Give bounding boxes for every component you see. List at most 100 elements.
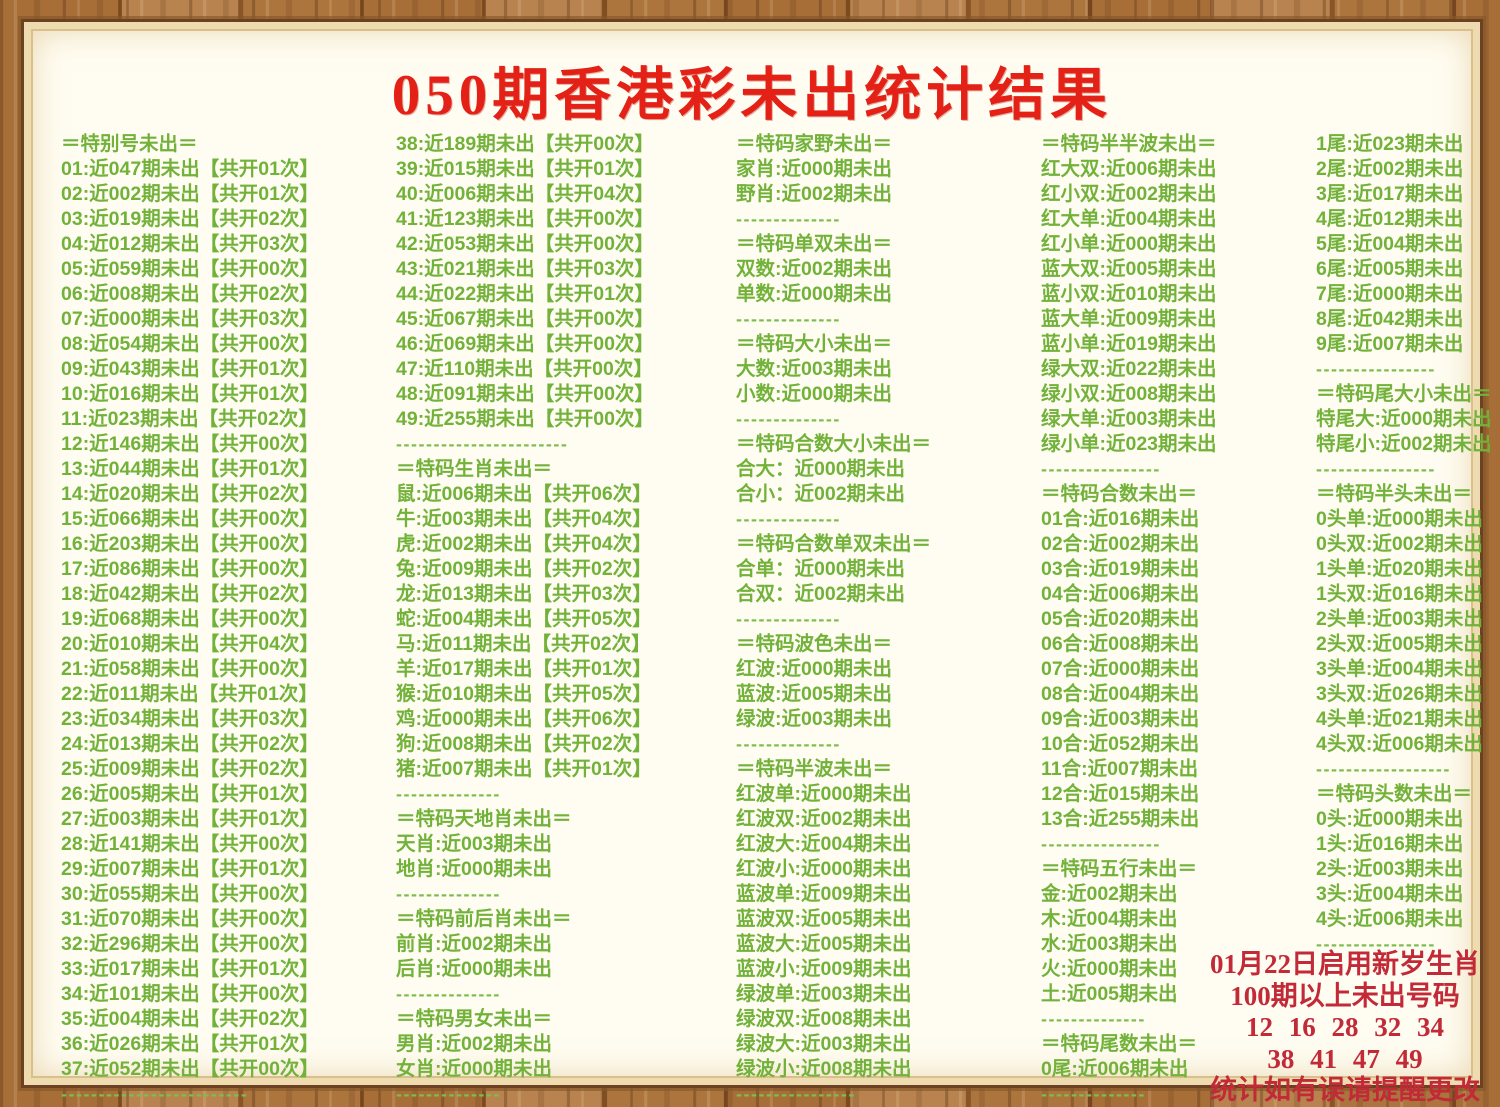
- stat-line: 蓝波双:近005期未出: [736, 908, 912, 930]
- stat-line: 绿波双:近008期未出: [736, 1008, 912, 1030]
- stat-line: 28:近141期未出【共开00次】: [61, 833, 319, 855]
- stat-line: 女肖:近000期未出: [396, 1058, 553, 1080]
- stat-line: 土:近005期未出: [1041, 983, 1178, 1005]
- stat-line: 合小：近002期未出: [736, 483, 906, 505]
- footer-note-line: 38 41 47 49: [1267, 1043, 1423, 1074]
- section-header: ＝特码前后肖未出＝: [396, 908, 572, 930]
- section-header: ＝特码生肖未出＝: [396, 458, 553, 480]
- stat-line: 0头单:近000期未出: [1316, 508, 1483, 530]
- stat-line: 4头:近006期未出: [1316, 908, 1464, 930]
- stats-column-special-01-37: ＝特别号未出＝ 01:近047期未出【共开01次】 02:近002期未出【共开01次…: [61, 132, 319, 1107]
- stat-line: 45:近067期未出【共开00次】: [396, 308, 654, 330]
- stat-line: 42:近053期未出【共开00次】: [396, 233, 654, 255]
- stat-line: 08:近054期未出【共开00次】: [61, 333, 319, 355]
- stat-line: 07:近000期未出【共开03次】: [61, 308, 319, 330]
- section-header: ＝特码合数未出＝: [1041, 483, 1198, 505]
- stat-line: 0尾:近006期未出: [1041, 1058, 1189, 1080]
- stat-line: 金:近002期未出: [1041, 883, 1178, 905]
- separator-line: ----------------: [736, 1084, 856, 1104]
- stat-line: 37:近052期未出【共开00次】: [61, 1058, 319, 1080]
- section-header: ＝特码男女未出＝: [396, 1008, 553, 1030]
- stat-line: 19:近068期未出【共开00次】: [61, 608, 319, 630]
- separator-line: ------------------: [1316, 759, 1451, 779]
- stat-line: 05:近059期未出【共开00次】: [61, 258, 319, 280]
- stat-line: 火:近000期未出: [1041, 958, 1178, 980]
- stat-line: 狗:近008期未出【共开02次】: [396, 733, 652, 755]
- content-panel: 050期香港彩未出统计结果 ＝特别号未出＝ 01:近047期未出【共开01次】 02…: [21, 19, 1492, 1105]
- stat-line: 红波大:近004期未出: [736, 833, 912, 855]
- stat-line: 34:近101期未出【共开00次】: [61, 983, 319, 1005]
- stat-line: 红波:近000期未出: [736, 658, 893, 680]
- separator-line: --------------: [736, 609, 841, 629]
- separator-line: ----------------: [1316, 459, 1436, 479]
- stat-line: 猪:近007期未出【共开01次】: [396, 758, 652, 780]
- stat-line: 蓝波:近005期未出: [736, 683, 893, 705]
- stat-line: 红大单:近004期未出: [1041, 208, 1217, 230]
- stat-line: 1头:近016期未出: [1316, 833, 1464, 855]
- stat-line: 16:近203期未出【共开00次】: [61, 533, 319, 555]
- stat-line: 04:近012期未出【共开03次】: [61, 233, 319, 255]
- section-header: ＝特别号未出＝: [61, 133, 198, 155]
- stat-line: 2头双:近005期未出: [1316, 633, 1483, 655]
- stat-line: 35:近004期未出【共开02次】: [61, 1008, 319, 1030]
- section-header: ＝特码半半波未出＝: [1041, 133, 1217, 155]
- section-header: ＝特码五行未出＝: [1041, 858, 1198, 880]
- stat-line: 41:近123期未出【共开00次】: [396, 208, 654, 230]
- stat-line: 蛇:近004期未出【共开05次】: [396, 608, 652, 630]
- section-header: ＝特码半波未出＝: [736, 758, 893, 780]
- section-header: ＝特码单双未出＝: [736, 233, 893, 255]
- stat-line: 44:近022期未出【共开01次】: [396, 283, 654, 305]
- stat-line: 鸡:近000期未出【共开06次】: [396, 708, 652, 730]
- section-header: ＝特码合数单双未出＝: [736, 533, 932, 555]
- stat-line: 23:近034期未出【共开03次】: [61, 708, 319, 730]
- stat-line: 17:近086期未出【共开00次】: [61, 558, 319, 580]
- stat-line: 红波单:近000期未出: [736, 783, 912, 805]
- stat-line: 32:近296期未出【共开00次】: [61, 933, 319, 955]
- stat-line: 合单：近000期未出: [736, 558, 906, 580]
- stat-line: 3头单:近004期未出: [1316, 658, 1483, 680]
- separator-line: -----------------------: [396, 434, 569, 454]
- separator-line: --------------: [736, 409, 841, 429]
- stat-line: 10:近016期未出【共开01次】: [61, 383, 319, 405]
- stat-line: 牛:近003期未出【共开04次】: [396, 508, 652, 530]
- stat-line: 大数:近003期未出: [736, 358, 893, 380]
- stat-line: 双数:近002期未出: [736, 258, 893, 280]
- stat-line: 家肖:近000期未出: [736, 158, 893, 180]
- stat-line: 06:近008期未出【共开02次】: [61, 283, 319, 305]
- stat-line: 18:近042期未出【共开02次】: [61, 583, 319, 605]
- stat-line: 4尾:近012期未出: [1316, 208, 1464, 230]
- separator-line: --------------: [736, 509, 841, 529]
- section-header: ＝特码家野未出＝: [736, 133, 893, 155]
- stat-line: 后肖:近000期未出: [396, 958, 553, 980]
- stat-line: 07合:近000期未出: [1041, 658, 1200, 680]
- stat-line: 0头:近000期未出: [1316, 808, 1464, 830]
- stat-line: 39:近015期未出【共开01次】: [396, 158, 654, 180]
- stat-line: 08合:近004期未出: [1041, 683, 1200, 705]
- stat-line: 龙:近013期未出【共开03次】: [396, 583, 652, 605]
- separator-line: --------------: [396, 984, 501, 1004]
- stat-line: 10合:近052期未出: [1041, 733, 1200, 755]
- stat-line: 红大双:近006期未出: [1041, 158, 1217, 180]
- stat-line: 单数:近000期未出: [736, 283, 893, 305]
- stat-line: 2尾:近002期未出: [1316, 158, 1464, 180]
- stat-line: 02合:近002期未出: [1041, 533, 1200, 555]
- stats-column-wave-parity: ＝特码家野未出＝ 家肖:近000期未出 野肖:近002期未出 ------------…: [736, 132, 931, 1107]
- stat-line: 33:近017期未出【共开01次】: [61, 958, 319, 980]
- footer-note-line: 100期以上未出号码: [1230, 980, 1460, 1011]
- stat-line: 特尾小:近002期未出: [1316, 433, 1492, 455]
- stat-line: 40:近006期未出【共开04次】: [396, 183, 654, 205]
- stat-line: 09:近043期未出【共开01次】: [61, 358, 319, 380]
- stat-line: 红小双:近002期未出: [1041, 183, 1217, 205]
- footer-note-line: 统计如有误请提醒更改: [1210, 1075, 1480, 1105]
- stat-line: 05合:近020期未出: [1041, 608, 1200, 630]
- separator-line: ----------------: [1316, 359, 1436, 379]
- stat-line: 4头双:近006期未出: [1316, 733, 1483, 755]
- stat-line: 绿大单:近003期未出: [1041, 408, 1217, 430]
- stat-line: 虎:近002期未出【共开04次】: [396, 533, 652, 555]
- stat-line: 01:近047期未出【共开01次】: [61, 158, 319, 180]
- section-header: ＝特码尾大小未出＝: [1316, 383, 1492, 405]
- stat-line: 蓝小双:近010期未出: [1041, 283, 1217, 305]
- separator-line: --------------: [1041, 1084, 1146, 1104]
- stat-line: 30:近055期未出【共开00次】: [61, 883, 319, 905]
